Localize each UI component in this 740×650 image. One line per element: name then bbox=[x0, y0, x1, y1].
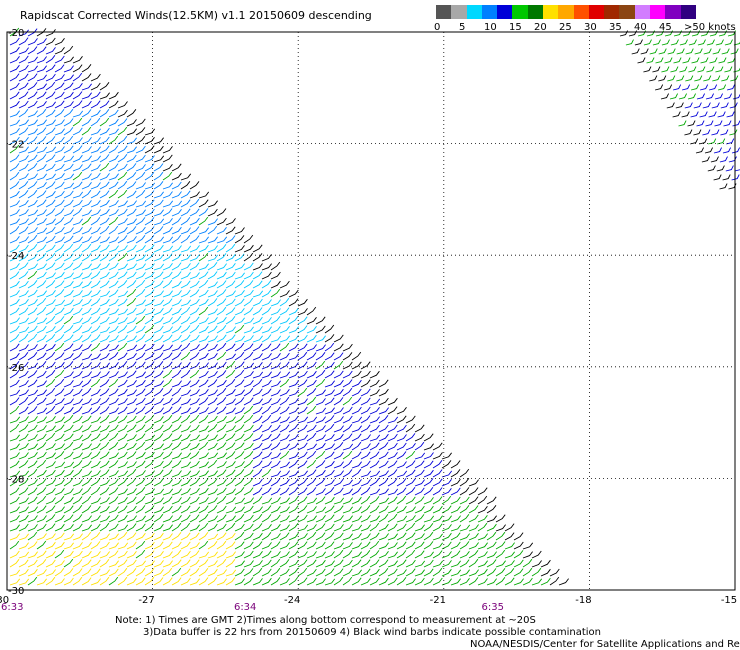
legend-swatch bbox=[527, 5, 543, 19]
footnotes: Note: 1) Times are GMT 2)Times along bot… bbox=[115, 615, 601, 639]
latitude-tick-labels: -20 -22 -24 -26 -28 -30 bbox=[8, 28, 24, 597]
time-labels: 6:33 6:34 6:35 bbox=[1, 602, 504, 613]
legend-swatch bbox=[680, 5, 696, 19]
wind-barb-group bbox=[9, 243, 326, 343]
wind-barbs-layer bbox=[9, 27, 740, 586]
legend-swatch bbox=[497, 5, 513, 19]
longitude-tick-label: -15 bbox=[721, 595, 737, 606]
legend-swatch bbox=[558, 5, 574, 19]
legend-swatch bbox=[573, 5, 589, 19]
longitude-tick-label: -24 bbox=[284, 595, 300, 606]
note-line-1: Note: 1) Times are GMT 2)Times along bot… bbox=[115, 615, 536, 626]
legend-label: 20 bbox=[534, 22, 547, 33]
latitude-tick-label: -26 bbox=[8, 363, 24, 374]
wind-speed-legend: 0 5 10 15 20 25 30 35 40 45 >50 knots bbox=[434, 5, 736, 35]
longitude-tick-label: -27 bbox=[138, 595, 154, 606]
legend-swatch bbox=[512, 5, 528, 19]
legend-swatch bbox=[436, 5, 452, 19]
legend-label: >50 knots bbox=[684, 22, 736, 33]
legend-label: 0 bbox=[434, 22, 441, 33]
latitude-tick-label: -22 bbox=[8, 140, 24, 151]
wind-barb-group bbox=[9, 28, 740, 496]
legend-label: 5 bbox=[459, 22, 466, 33]
legend-swatch bbox=[451, 5, 467, 19]
wind-barb-group bbox=[9, 108, 236, 244]
wind-barb-group bbox=[9, 27, 740, 586]
legend-swatch bbox=[588, 5, 605, 19]
map-frame bbox=[6, 31, 736, 591]
legend-label: 35 bbox=[609, 22, 622, 33]
legend-swatch bbox=[649, 5, 666, 19]
legend-color-bar bbox=[436, 5, 696, 19]
legend-label: 30 bbox=[584, 22, 597, 33]
credit-line: NOAA/NESDIS/Center for Satellite Applica… bbox=[470, 639, 740, 650]
latitude-tick-label: -30 bbox=[8, 586, 24, 597]
latitude-tick-label: -28 bbox=[8, 474, 24, 485]
map-grid bbox=[6, 31, 736, 591]
longitude-tick-label: -18 bbox=[575, 595, 591, 606]
longitude-tick-label: -30 bbox=[0, 595, 9, 606]
legend-label: 45 bbox=[659, 22, 672, 33]
legend-swatch bbox=[481, 5, 498, 19]
legend-swatch bbox=[466, 5, 482, 19]
legend-label: 25 bbox=[559, 22, 572, 33]
wind-barb-group bbox=[36, 28, 737, 586]
latitude-tick-label: -20 bbox=[8, 28, 24, 39]
time-label: 6:33 bbox=[1, 602, 23, 613]
legend-swatch bbox=[604, 5, 620, 19]
longitude-tick-label: -21 bbox=[430, 595, 446, 606]
time-label: 6:34 bbox=[234, 602, 256, 613]
legend-swatch bbox=[634, 5, 650, 19]
wind-barb-group bbox=[9, 531, 237, 586]
map-title: Rapidscat Corrected Winds(12.5KM) v1.1 2… bbox=[20, 9, 372, 22]
legend-swatch bbox=[619, 5, 635, 19]
legend-label: 15 bbox=[509, 22, 522, 33]
latitude-tick-label: -24 bbox=[8, 251, 24, 262]
legend-label: 40 bbox=[634, 22, 647, 33]
legend-label: 10 bbox=[484, 22, 497, 33]
longitude-tick-labels: -30 -27 -24 -21 -18 -15 bbox=[0, 595, 737, 606]
legend-swatch bbox=[665, 5, 681, 19]
note-line-2: 3)Data buffer is 22 hrs from 20150609 4)… bbox=[143, 627, 601, 638]
time-label: 6:35 bbox=[481, 602, 503, 613]
legend-swatch bbox=[542, 5, 559, 19]
